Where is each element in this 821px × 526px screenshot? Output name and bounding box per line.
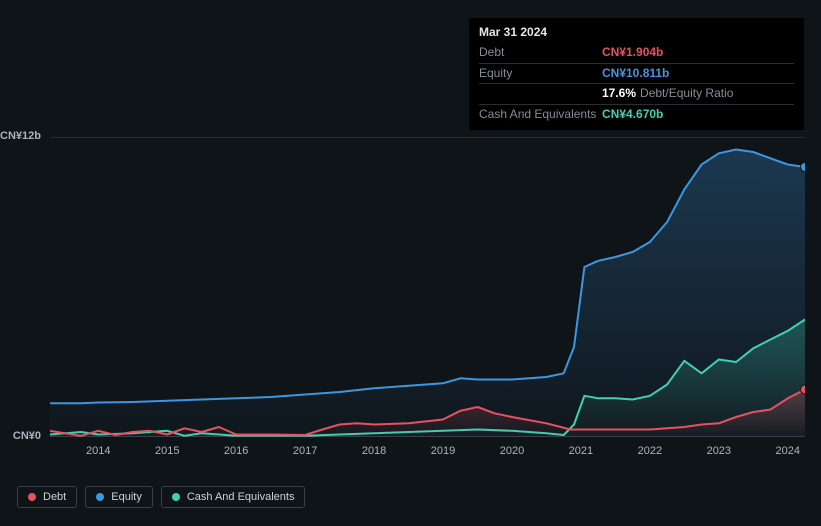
x-axis-label: 2016 <box>224 445 248 457</box>
legend-dot-icon <box>28 493 36 501</box>
x-axis-label: 2018 <box>362 445 386 457</box>
tooltip-row-label: Cash And Equivalents <box>479 106 602 123</box>
legend-item-label: Cash And Equivalents <box>187 491 295 503</box>
y-axis-label: CN¥12b <box>0 130 41 142</box>
x-axis-label: 2015 <box>155 445 179 457</box>
tooltip-row-value: CN¥4.670b <box>602 106 794 123</box>
tooltip-row-label: Equity <box>479 65 602 82</box>
tooltip-date: Mar 31 2024 <box>479 24 794 43</box>
chart-legend: Debt Equity Cash And Equivalents <box>17 486 305 508</box>
x-axis-label: 2017 <box>293 445 317 457</box>
legend-item-label: Debt <box>43 491 66 503</box>
x-axis-label: 2021 <box>569 445 593 457</box>
legend-item[interactable]: Cash And Equivalents <box>161 486 306 508</box>
tooltip-row: Cash And EquivalentsCN¥4.670b <box>479 104 794 124</box>
chart-tooltip: Mar 31 2024 DebtCN¥1.904bEquityCN¥10.811… <box>469 18 804 130</box>
x-axis-label: 2014 <box>86 445 110 457</box>
legend-item-label: Equity <box>111 491 142 503</box>
y-axis-label: CN¥0 <box>0 430 41 442</box>
legend-dot-icon <box>172 493 180 501</box>
x-axis-label: 2023 <box>707 445 731 457</box>
chart-area: CN¥12bCN¥0 20142015201620172018201920202… <box>17 125 805 465</box>
x-axis-label: 2019 <box>431 445 455 457</box>
tooltip-row-value: 17.6%Debt/Equity Ratio <box>602 85 794 102</box>
chart-plot[interactable] <box>50 137 805 437</box>
legend-item[interactable]: Debt <box>17 486 77 508</box>
x-axis-labels: 2014 2015 2016 2017 2018 2019 2020 2021 2022 2023… <box>50 445 805 465</box>
legend-item[interactable]: Equity <box>85 486 153 508</box>
x-axis-label: 2020 <box>500 445 524 457</box>
tooltip-row-suffix: Debt/Equity Ratio <box>640 86 733 100</box>
tooltip-row: 17.6%Debt/Equity Ratio <box>479 83 794 103</box>
tooltip-row-value: CN¥1.904b <box>602 44 794 61</box>
tooltip-row: EquityCN¥10.811b <box>479 63 794 83</box>
tooltip-row-label <box>479 85 602 102</box>
tooltip-row-label: Debt <box>479 44 602 61</box>
tooltip-row-value: CN¥10.811b <box>602 65 794 82</box>
x-axis-label: 2024 <box>776 445 800 457</box>
x-axis-label: 2022 <box>638 445 662 457</box>
legend-dot-icon <box>96 493 104 501</box>
tooltip-row: DebtCN¥1.904b <box>479 43 794 62</box>
